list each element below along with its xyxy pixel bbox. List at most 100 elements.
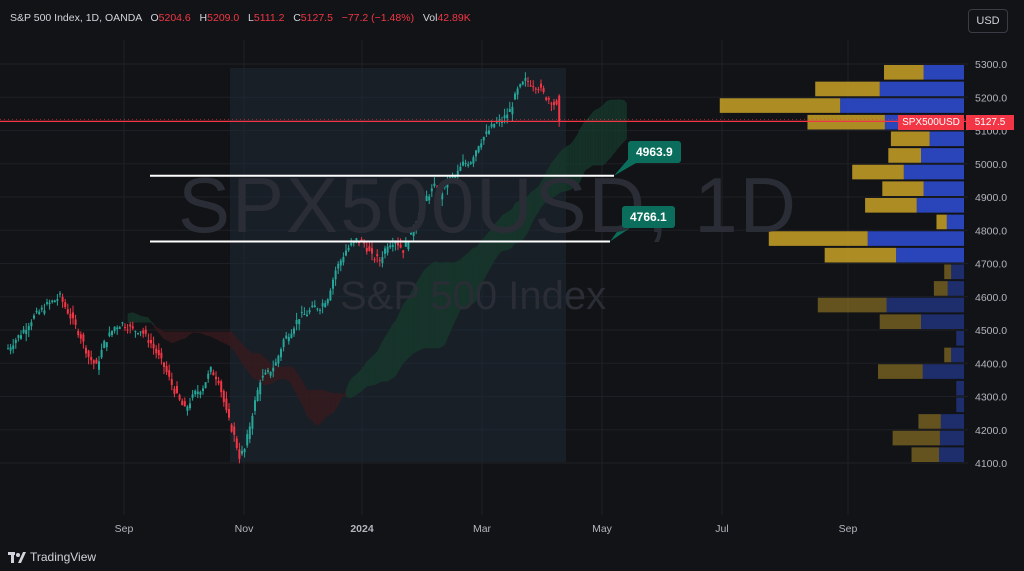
cloud-segment	[187, 331, 190, 337]
cloud-segment	[218, 331, 222, 342]
candle-body	[306, 314, 308, 317]
cloud-segment	[234, 334, 237, 356]
candle-body	[100, 349, 103, 358]
candle-body	[391, 244, 394, 247]
candle-body	[131, 326, 134, 329]
price-tick-label: 4500.0	[975, 325, 1007, 337]
cloud-segment	[158, 328, 162, 337]
cloud-segment	[286, 366, 289, 381]
cloud-segment	[468, 250, 471, 307]
volume-bar-up	[944, 347, 952, 363]
cloud-segment	[338, 393, 341, 406]
candle-body	[441, 193, 444, 200]
candle-body	[235, 438, 238, 449]
volume-bar-down	[921, 148, 964, 163]
volume-bar-down	[946, 214, 964, 230]
horizontal-levels	[0, 118, 968, 243]
cloud-segment	[431, 261, 435, 349]
candle-body	[267, 370, 269, 372]
price-tick-label: 5000.0	[975, 159, 1007, 171]
candle-body	[376, 254, 379, 257]
cloud-segment	[156, 326, 159, 334]
cloud-segment	[236, 337, 240, 359]
cloud-segment	[171, 331, 175, 344]
cloud-segment	[590, 111, 593, 168]
cloud-segment	[577, 128, 580, 186]
level-label-upper[interactable]: 4963.9	[628, 141, 681, 163]
candle-body	[430, 188, 433, 192]
level-label-lower[interactable]: 4766.1	[622, 206, 675, 228]
candle-body	[342, 256, 345, 263]
candle-body	[178, 394, 181, 400]
candle-body	[137, 333, 139, 335]
candle-body	[264, 372, 267, 375]
candle-body	[230, 424, 233, 432]
volume-bar-up	[884, 65, 924, 80]
candle-body	[324, 303, 327, 308]
candle-body	[150, 339, 152, 344]
candle-body	[420, 207, 423, 214]
candle-body	[534, 88, 537, 90]
candle-body	[129, 324, 132, 327]
candle-body	[189, 403, 191, 409]
cloud-segment	[179, 331, 183, 341]
close-label: C	[293, 12, 301, 24]
time-tick-label: May	[592, 523, 613, 535]
candle-body	[269, 371, 272, 376]
symbol-title[interactable]: S&P 500 Index, 1D, OANDA	[10, 12, 142, 24]
cloud-segment	[551, 159, 554, 199]
candle-body	[373, 259, 376, 261]
date-range-highlight	[230, 68, 566, 462]
cloud-segment	[317, 389, 320, 426]
candle-body	[144, 329, 147, 334]
cloud-segment	[275, 366, 279, 382]
cloud-segment	[390, 323, 393, 380]
currency-button[interactable]: USD	[968, 9, 1008, 33]
candle-body	[485, 131, 488, 135]
candle-body	[25, 329, 28, 335]
cloud-segment	[132, 312, 136, 323]
cloud-segment	[166, 331, 170, 342]
candle-body	[194, 390, 197, 395]
candle-body	[363, 242, 366, 244]
candle-body	[365, 247, 368, 252]
candle-body	[173, 388, 176, 394]
volume-bar-up	[768, 231, 868, 246]
cloud-segment	[366, 358, 370, 387]
price-tick-label: 4700.0	[975, 259, 1007, 271]
cloud-segment	[598, 106, 601, 166]
candle-body	[212, 372, 215, 376]
candle-body	[51, 300, 54, 303]
cloud-segment	[184, 331, 188, 339]
cloud-segment	[429, 263, 432, 349]
volume-bar-up	[882, 181, 924, 196]
candle-body	[285, 335, 288, 339]
candle-body	[33, 315, 35, 319]
cloud-segment	[148, 317, 151, 323]
volume-bar-up	[933, 281, 948, 296]
cloud-segment	[619, 99, 622, 148]
candle-body	[464, 162, 467, 165]
cloud-segment	[255, 353, 258, 381]
candle-body	[170, 379, 173, 385]
candle-body	[35, 310, 38, 313]
volume-bar-up	[865, 198, 917, 213]
candle-body	[347, 247, 350, 251]
tradingview-logo-icon	[8, 551, 26, 563]
candle-body	[46, 302, 48, 304]
cloud-segment	[499, 215, 502, 254]
price-tick-label: 4400.0	[975, 358, 1007, 370]
close-value: 5127.5	[300, 12, 333, 24]
cloud-segment	[483, 234, 487, 281]
cloud-segment	[291, 366, 294, 390]
candle-body	[542, 88, 545, 92]
cloud-segment	[580, 124, 583, 183]
tradingview-logo[interactable]: TradingView	[8, 550, 96, 564]
cloud-segment	[309, 389, 313, 422]
cloud-segment	[314, 389, 318, 426]
price-tick-label: 4900.0	[975, 192, 1007, 204]
candle-body	[326, 299, 329, 304]
candle-body	[87, 350, 90, 358]
cloud-segment	[538, 181, 541, 213]
